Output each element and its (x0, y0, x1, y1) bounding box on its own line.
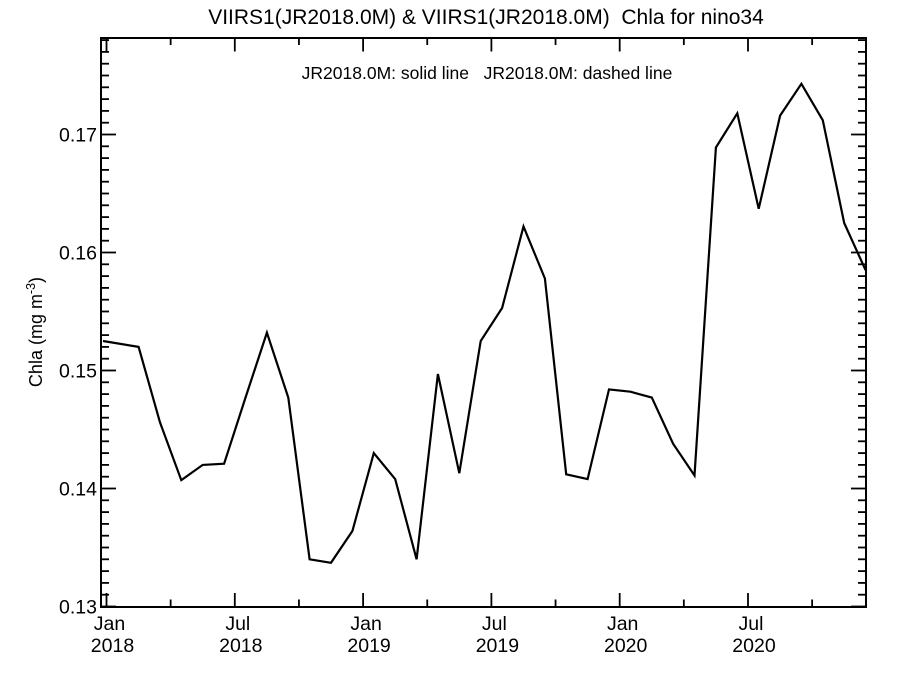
x-tick-label-month: Jul (225, 613, 250, 635)
x-tick-label-month: Jan (350, 613, 381, 635)
x-tick-label-month: Jan (607, 613, 638, 635)
chart-subtitle: JR2018.0M: solid line JR2018.0M: dashed … (302, 63, 673, 83)
x-tick-label-year: 2020 (604, 635, 648, 657)
x-tick-label-year: 2018 (91, 635, 134, 657)
y-tick-label: 0.13 (59, 597, 97, 619)
x-tick-label-year: 2018 (219, 635, 262, 657)
y-axis-label-superscript: -3 (24, 283, 38, 294)
y-axis-label-suffix: ) (26, 277, 46, 283)
y-axis-label-prefix: Chla (mg m (26, 294, 46, 387)
plot-frame (100, 37, 867, 608)
x-tick-label-month: Jul (482, 613, 507, 635)
axis-ticks (102, 37, 865, 608)
y-tick-label: 0.16 (59, 243, 97, 265)
data-series (102, 81, 867, 564)
axis-tick-labels: 0.130.140.150.160.17Jan2018Jul2018Jan201… (59, 125, 776, 658)
y-tick-label: 0.17 (59, 125, 97, 147)
x-tick-label-year: 2020 (732, 635, 776, 657)
y-tick-label: 0.15 (59, 361, 97, 383)
x-tick-label-month: Jan (94, 613, 125, 635)
y-tick-label: 0.14 (59, 479, 97, 501)
x-tick-label-year: 2019 (347, 635, 390, 657)
y-axis-label: Chla (mg m-3) (24, 277, 46, 387)
x-tick-label-year: 2019 (476, 635, 519, 657)
chart-title: VIIRS1(JR2018.0M) & VIIRS1(JR2018.0M) Ch… (208, 6, 764, 29)
data-line-jr2018-0m (102, 81, 867, 564)
x-tick-label-month: Jul (739, 613, 764, 635)
